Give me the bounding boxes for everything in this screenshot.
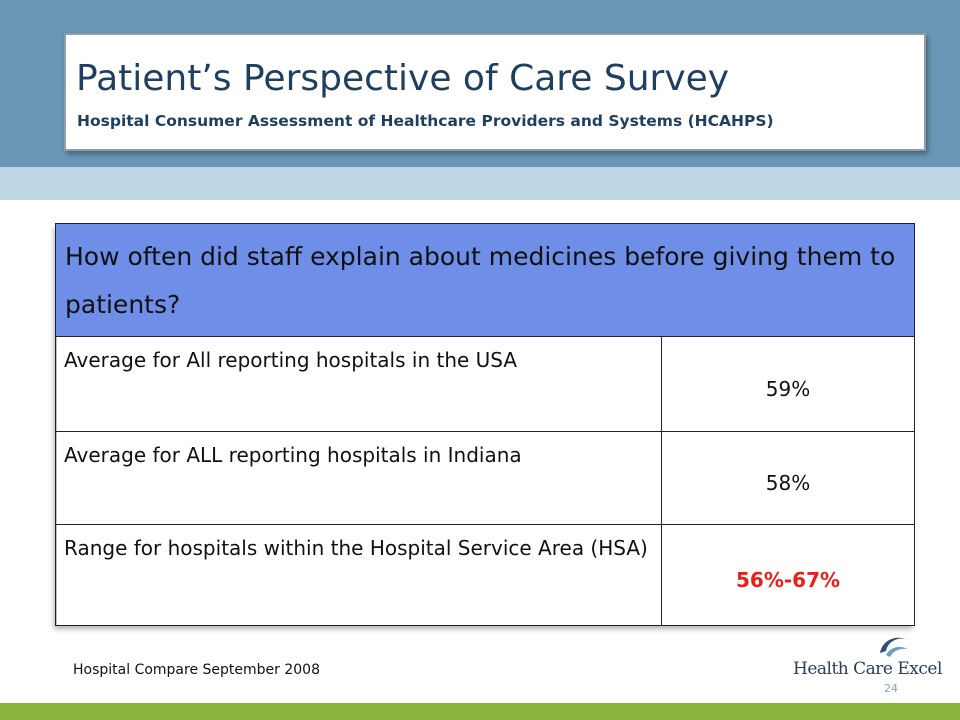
row-label: Range for hospitals within the Hospital … (55, 524, 662, 626)
slide-title: Patient’s Perspective of Care Survey (76, 58, 730, 99)
question-row: How often did staff explain about medici… (54, 223, 916, 337)
footer-band (0, 703, 960, 720)
health-care-excel-logo: Health Care Excel (793, 633, 942, 683)
page-number: 24 (884, 682, 898, 695)
row-label: Average for All reporting hospitals in t… (55, 336, 662, 432)
row-label: Average for ALL reporting hospitals in I… (55, 431, 662, 525)
row-value: 58% (660, 431, 916, 525)
table-row: Average for All reporting hospitals in t… (55, 336, 916, 432)
table-row: Average for ALL reporting hospitals in I… (55, 431, 916, 525)
row-value: 59% (660, 336, 916, 432)
table-row: Range for hospitals within the Hospital … (55, 524, 916, 626)
question-cell: How often did staff explain about medici… (54, 223, 916, 337)
swoosh-icon (880, 637, 908, 657)
slide-subtitle: Hospital Consumer Assessment of Healthca… (77, 112, 774, 130)
logo-text: Health Care Excel (793, 659, 942, 679)
row-value-highlight: 56%-67% (660, 524, 916, 626)
survey-table: How often did staff explain about medici… (54, 223, 916, 626)
source-note: Hospital Compare September 2008 (73, 662, 320, 678)
title-box: Patient’s Perspective of Care Survey Hos… (64, 33, 926, 151)
header-accent-strip (0, 167, 960, 200)
